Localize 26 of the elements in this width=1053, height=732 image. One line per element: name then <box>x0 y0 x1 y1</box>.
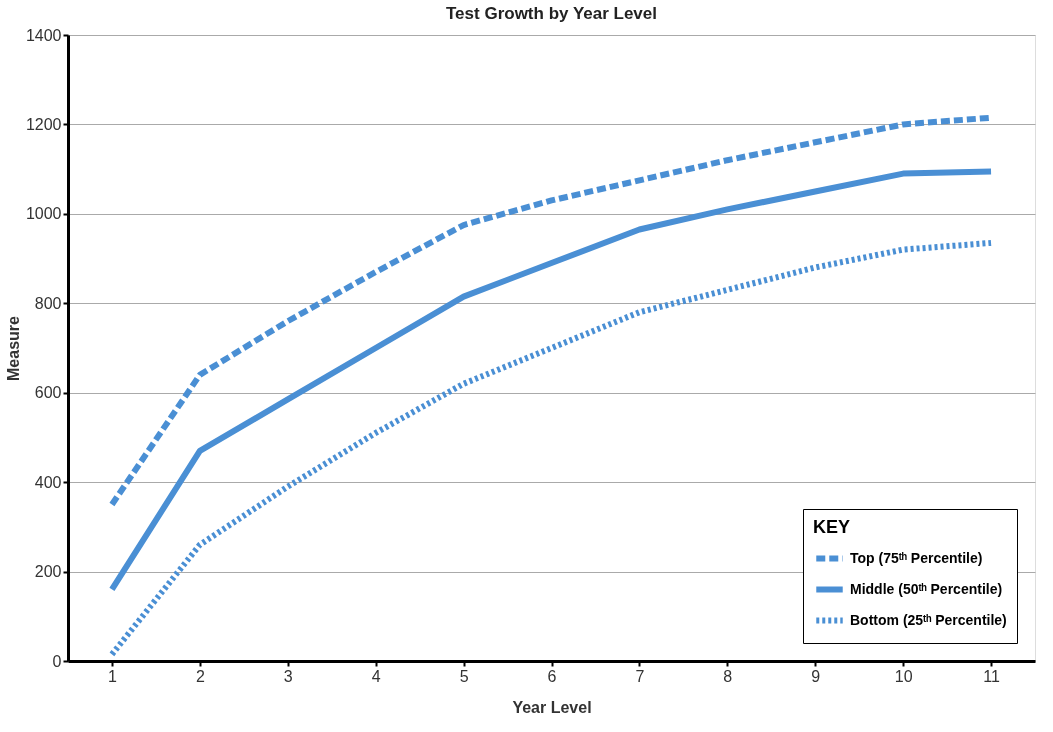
y-tick-label: 800 <box>34 294 62 312</box>
y-tick-label: 200 <box>34 563 62 581</box>
x-tick-label: 1 <box>108 667 117 685</box>
x-tick-label: 4 <box>371 667 381 685</box>
y-tick-label: 1400 <box>25 26 62 44</box>
x-tick-label: 7 <box>635 667 645 685</box>
legend-label: Bottom (25ᵗʰ Percentile) <box>850 611 1007 628</box>
x-tick-label: 6 <box>547 667 557 685</box>
y-tick-label: 1200 <box>25 115 62 133</box>
x-tick-label: 8 <box>723 667 733 685</box>
x-tick-label: 5 <box>459 667 469 685</box>
y-tick-label: 0 <box>52 652 62 670</box>
chart-title: Test Growth by Year Level <box>445 4 658 23</box>
x-tick-label: 9 <box>811 667 821 685</box>
x-axis-title: Year Level <box>512 698 592 716</box>
y-axis-title: Measure <box>4 315 22 381</box>
legend-label: Top (75ᵗʰ Percentile) <box>850 549 983 566</box>
legend-label: Middle (50ᵗʰ Percentile) <box>850 580 1003 597</box>
y-tick-label: 600 <box>34 384 62 402</box>
legend-title: KEY <box>813 517 851 537</box>
x-tick-label: 11 <box>983 667 1000 685</box>
x-tick-label: 2 <box>195 667 205 685</box>
x-tick-label: 10 <box>894 667 913 685</box>
x-tick-label: 3 <box>283 667 293 685</box>
y-tick-label: 400 <box>34 473 62 491</box>
y-tick-label: 1000 <box>25 205 62 223</box>
